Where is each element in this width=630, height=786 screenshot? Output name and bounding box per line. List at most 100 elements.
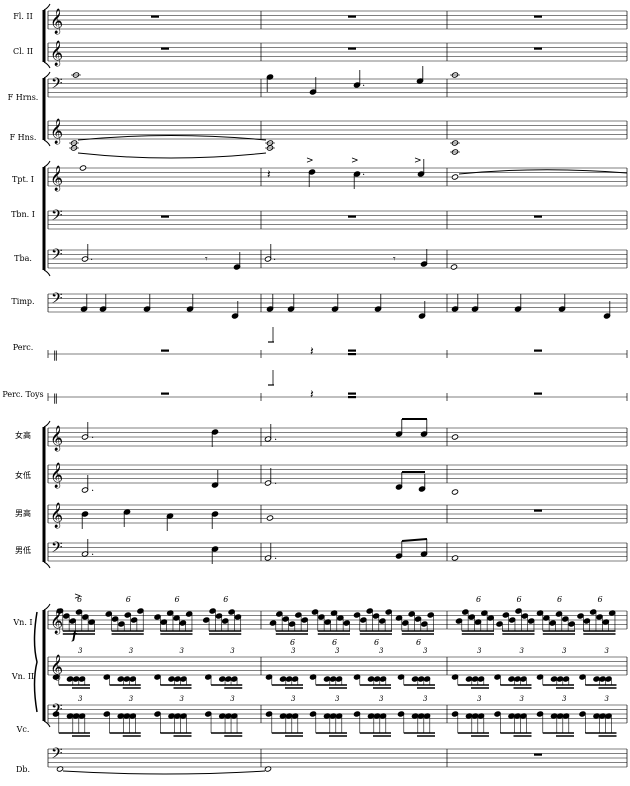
staff	[47, 249, 628, 269]
note-head	[536, 711, 544, 717]
quarter-rest-icon: 𝄽	[310, 344, 314, 358]
note-head	[52, 711, 60, 717]
note-head	[269, 620, 277, 626]
note-head	[556, 713, 564, 719]
staff	[47, 350, 628, 358]
note-head	[353, 612, 361, 618]
note-head	[605, 676, 612, 682]
instrument-label: Tpt. I	[12, 175, 34, 184]
tuplet-number: 6	[476, 595, 481, 604]
note-head	[577, 613, 584, 619]
note-head	[336, 615, 344, 621]
dot: .	[362, 167, 365, 178]
note-head	[353, 674, 361, 680]
note-head	[477, 676, 485, 682]
whole-rest-icon	[348, 215, 356, 218]
note-head	[451, 711, 459, 717]
note-head	[520, 713, 527, 719]
whole-rest-icon	[534, 15, 542, 18]
note-head	[265, 674, 273, 680]
tie	[77, 135, 267, 141]
staff	[47, 656, 628, 676]
note-head	[174, 676, 181, 682]
instrument-label: 男高	[15, 509, 31, 518]
note-head	[72, 713, 80, 719]
tuplet-number: 3	[520, 695, 525, 703]
tuplet-number: 3	[379, 695, 384, 703]
instrument-label: Vn. II	[11, 672, 35, 681]
note-head	[515, 608, 522, 614]
note-head	[285, 713, 293, 719]
note-head	[168, 713, 175, 719]
note-head	[542, 615, 550, 621]
note-head	[230, 676, 238, 682]
tuplet-number: 6	[77, 595, 82, 604]
note-head	[608, 610, 616, 616]
staff	[47, 542, 628, 562]
note-head	[408, 611, 416, 617]
note-head	[514, 676, 521, 682]
note-head	[605, 713, 612, 719]
note-head	[173, 615, 180, 621]
note-head	[508, 617, 516, 623]
note-head	[285, 676, 293, 682]
staff	[47, 10, 628, 30]
instrument-label: F Hrns.	[7, 93, 39, 102]
note-head	[56, 608, 64, 614]
instrument-label: Tbn. I	[11, 210, 35, 219]
note-head	[367, 676, 375, 682]
note-head	[154, 674, 161, 680]
note-head	[329, 676, 337, 682]
note-head	[123, 676, 131, 682]
treble-clef-icon: 𝄞	[50, 425, 63, 451]
whole-rest-icon	[161, 215, 169, 218]
note-head	[414, 616, 422, 622]
tuplet-number: 3	[291, 695, 296, 703]
tuplet-number: 3	[477, 647, 482, 655]
tuplet-number: 3	[180, 647, 185, 655]
note-head	[353, 711, 361, 717]
note-head	[266, 515, 274, 521]
note-head	[234, 614, 242, 620]
note-head	[555, 611, 563, 617]
percussion-clef-icon: ‖	[53, 393, 58, 404]
note-head	[397, 711, 405, 717]
bass-clef-icon: 𝄢	[51, 246, 63, 267]
note-head	[496, 621, 503, 627]
tuplet-number: 3	[562, 695, 567, 703]
note-head	[137, 608, 144, 614]
note-head	[154, 711, 161, 717]
whole-rest-icon	[534, 215, 542, 218]
instrument-label: Timp.	[11, 297, 35, 306]
note-head	[335, 676, 343, 682]
bass-clef-icon: 𝄢	[51, 539, 63, 560]
bass-clef-icon: 𝄢	[51, 207, 63, 228]
note-head	[474, 619, 482, 625]
note-head	[417, 676, 425, 682]
note-head	[202, 617, 210, 623]
staff	[47, 167, 628, 187]
note-head	[323, 713, 331, 719]
note-head	[66, 676, 74, 682]
note-head	[423, 676, 431, 682]
instrument-label: Db.	[15, 765, 31, 774]
note-head	[455, 618, 463, 624]
note-head	[265, 711, 273, 717]
note-head	[180, 676, 187, 682]
note-head	[343, 620, 351, 626]
tuplet-number: 6	[517, 595, 522, 604]
tuplet-number: 6	[290, 638, 295, 647]
note-head	[427, 612, 435, 618]
note-head	[335, 713, 343, 719]
whole-rest-icon	[348, 392, 356, 395]
note-head	[494, 674, 501, 680]
dot: .	[274, 476, 277, 487]
tuplet-number: 3	[335, 695, 340, 703]
note-head	[282, 616, 290, 622]
note-head	[520, 676, 527, 682]
note-head	[129, 676, 137, 682]
note-head	[204, 711, 212, 717]
accent-mark: >	[414, 156, 422, 166]
note-head	[378, 618, 386, 624]
